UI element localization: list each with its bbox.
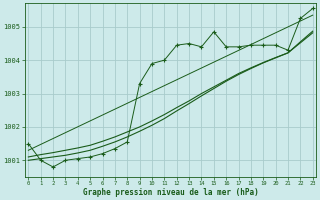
X-axis label: Graphe pression niveau de la mer (hPa): Graphe pression niveau de la mer (hPa) — [83, 188, 259, 197]
